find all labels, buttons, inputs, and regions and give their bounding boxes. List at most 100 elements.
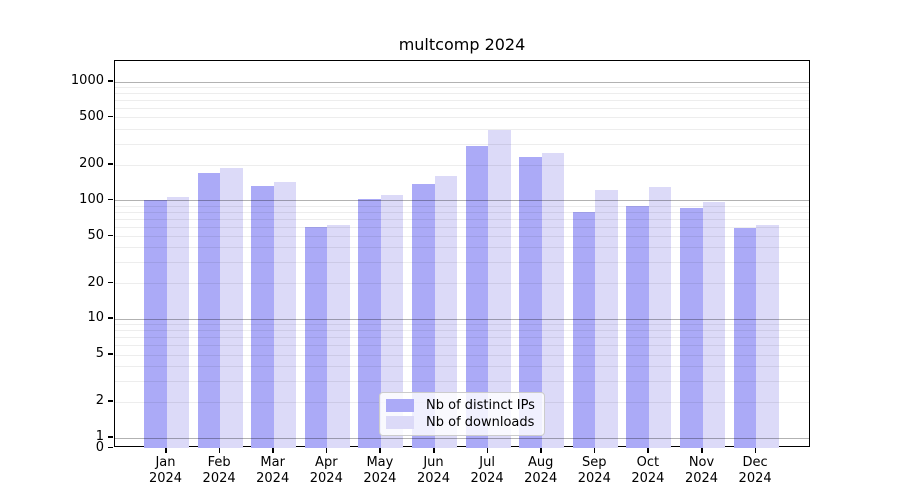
gridline-minor bbox=[115, 283, 809, 285]
gridline-minor bbox=[115, 128, 809, 130]
x-tick-label-may: May 2024 bbox=[363, 455, 397, 486]
y-tick-label-20: 20 bbox=[87, 274, 104, 290]
bar-downloads-jan bbox=[166, 197, 189, 448]
x-tick-may bbox=[379, 448, 381, 453]
bar-downloads-oct bbox=[648, 187, 672, 448]
gridline-minor bbox=[115, 345, 809, 347]
bar-distinct-ips-may bbox=[358, 199, 381, 448]
x-tick-label-nov: Nov 2024 bbox=[684, 455, 719, 486]
chart-title: multcomp 2024 bbox=[398, 35, 526, 54]
bar-distinct-ips-oct bbox=[626, 206, 649, 448]
bar-downloads-jul bbox=[488, 130, 511, 448]
y-tick-label-200: 200 bbox=[79, 156, 104, 172]
gridline-minor bbox=[115, 87, 809, 89]
x-tick-dec bbox=[754, 448, 757, 453]
bar-downloads-nov bbox=[702, 201, 725, 448]
gridline-minor bbox=[115, 164, 809, 166]
bar-distinct-ips-jan bbox=[144, 200, 167, 448]
gridline-minor bbox=[115, 108, 809, 109]
y-tick-200 bbox=[108, 163, 113, 165]
x-tick-mar bbox=[272, 448, 274, 453]
x-tick-oct bbox=[647, 448, 649, 453]
legend-label-downloads: Nb of downloads bbox=[426, 415, 535, 430]
y-tick-50 bbox=[108, 234, 113, 236]
x-tick-feb bbox=[218, 448, 221, 453]
legend-swatch-downloads bbox=[386, 416, 414, 429]
bar-downloads-dec bbox=[756, 224, 779, 448]
y-tick-label-5: 5 bbox=[95, 346, 104, 362]
y-tick-5 bbox=[108, 353, 113, 355]
bar-distinct-ips-dec bbox=[733, 228, 757, 448]
bar-downloads-may bbox=[380, 195, 404, 448]
y-tick-label-0: 0 bbox=[95, 439, 104, 455]
bar-distinct-ips-feb bbox=[197, 172, 221, 448]
bar-distinct-ips-jul bbox=[465, 146, 489, 448]
y-tick-label-10: 10 bbox=[87, 310, 104, 326]
x-tick-aug bbox=[540, 448, 542, 453]
gridline-major-1 bbox=[115, 437, 809, 439]
gridline-minor bbox=[115, 100, 809, 102]
x-tick-nov bbox=[701, 448, 703, 453]
y-tick-100 bbox=[108, 198, 113, 201]
gridline-minor bbox=[115, 205, 809, 207]
y-tick-20 bbox=[108, 281, 113, 284]
legend: Nb of distinct IPs Nb of downloads bbox=[379, 392, 545, 436]
x-tick-jun bbox=[433, 448, 435, 453]
x-tick-label-aug: Aug 2024 bbox=[524, 455, 558, 486]
plot-area bbox=[114, 60, 810, 448]
legend-item-downloads: Nb of downloads bbox=[386, 415, 536, 430]
gridline-major-1000 bbox=[115, 81, 809, 83]
x-tick-label-apr: Apr 2024 bbox=[309, 455, 343, 486]
x-tick-label-mar: Mar 2024 bbox=[256, 455, 290, 486]
y-tick-label-100: 100 bbox=[79, 191, 104, 207]
y-tick-label-2: 2 bbox=[95, 393, 104, 409]
x-tick-label-dec: Dec 2024 bbox=[738, 455, 772, 486]
y-tick-label-50: 50 bbox=[87, 227, 104, 243]
gridline-major-10 bbox=[115, 318, 809, 320]
y-tick-2 bbox=[108, 400, 113, 402]
y-tick-label-1000: 1000 bbox=[70, 73, 104, 89]
bar-downloads-jun bbox=[434, 176, 457, 448]
x-tick-label-oct: Oct 2024 bbox=[631, 455, 665, 486]
gridline-minor bbox=[115, 117, 809, 119]
gridline-minor bbox=[115, 211, 809, 213]
gridline-minor bbox=[115, 236, 809, 237]
bar-distinct-ips-apr bbox=[304, 226, 328, 448]
gridline-minor bbox=[115, 337, 809, 339]
bar-distinct-ips-aug bbox=[519, 156, 542, 448]
gridline-minor bbox=[115, 247, 809, 249]
y-tick-1 bbox=[108, 436, 113, 438]
x-tick-label-sep: Sep 2024 bbox=[577, 455, 611, 486]
bar-downloads-mar bbox=[273, 182, 297, 448]
y-tick-10 bbox=[108, 317, 113, 319]
bar-distinct-ips-sep bbox=[572, 212, 596, 448]
y-tick-1000 bbox=[108, 80, 113, 82]
bar-distinct-ips-jun bbox=[412, 184, 435, 448]
bar-downloads-aug bbox=[541, 153, 565, 448]
gridline-minor bbox=[115, 262, 809, 264]
bar-distinct-ips-mar bbox=[251, 185, 274, 448]
gridline-minor bbox=[115, 218, 809, 220]
gridline-minor bbox=[115, 324, 809, 326]
y-tick-label-1: 1 bbox=[95, 429, 104, 444]
x-tick-jul bbox=[486, 448, 489, 453]
gridline-minor bbox=[115, 143, 809, 145]
legend-label-distinct-ips: Nb of distinct IPs bbox=[426, 398, 535, 413]
gridline-major-100 bbox=[115, 200, 809, 202]
gridline-minor bbox=[115, 380, 809, 382]
y-tick-label-500: 500 bbox=[79, 108, 104, 124]
x-tick-jan bbox=[165, 448, 167, 453]
x-tick-label-jan: Jan 2024 bbox=[148, 455, 183, 486]
legend-swatch-distinct-ips bbox=[386, 399, 414, 412]
y-tick-500 bbox=[108, 115, 113, 118]
x-tick-apr bbox=[325, 448, 328, 453]
legend-item-distinct-ips: Nb of distinct IPs bbox=[386, 398, 536, 413]
gridline-minor bbox=[115, 93, 809, 95]
gridline-minor bbox=[115, 366, 809, 368]
bar-distinct-ips-nov bbox=[680, 208, 703, 448]
x-tick-label-jul: Jul 2024 bbox=[470, 455, 504, 486]
bar-downloads-feb bbox=[220, 168, 243, 448]
x-tick-label-jun: Jun 2024 bbox=[416, 455, 451, 486]
gridline-minor bbox=[115, 330, 809, 332]
